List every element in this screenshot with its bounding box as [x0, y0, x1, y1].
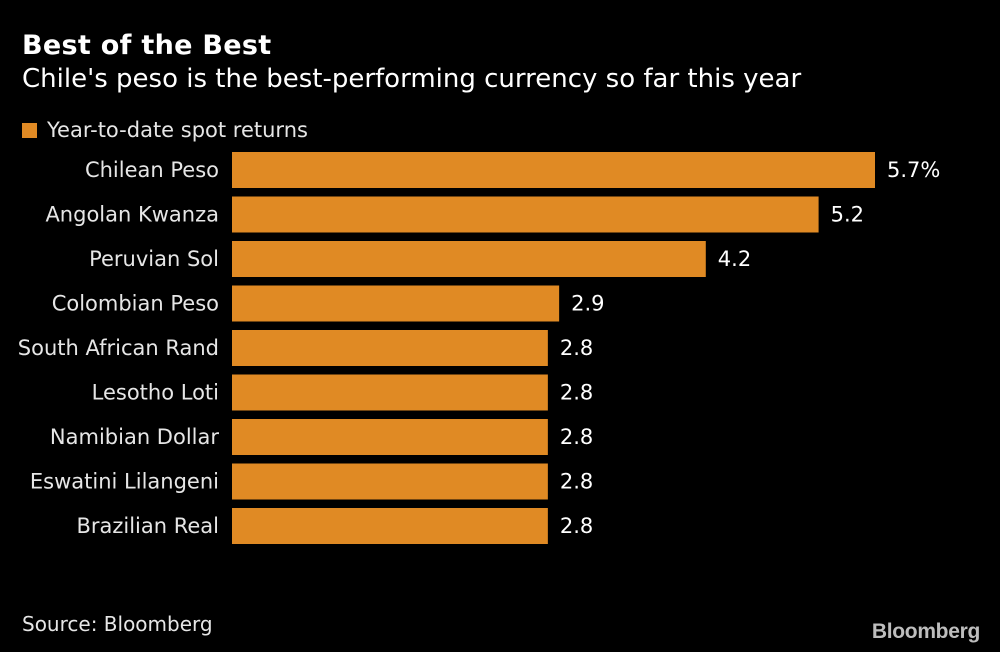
category-label: Lesotho Loti — [92, 381, 219, 405]
bar — [232, 374, 548, 411]
legend: Year-to-date spot returns — [22, 117, 308, 143]
category-label: Namibian Dollar — [50, 425, 219, 449]
category-label: Brazilian Real — [76, 514, 219, 538]
category-label: Peruvian Sol — [89, 247, 219, 271]
legend-label: Year-to-date spot returns — [47, 118, 308, 142]
chart-subtitle: Chile's peso is the best-performing curr… — [22, 64, 802, 94]
source-note: Source: Bloomberg — [22, 612, 213, 636]
value-label: 2.8 — [560, 470, 593, 494]
bar — [232, 330, 548, 366]
value-label: 2.9 — [571, 292, 604, 316]
category-label: South African Rand — [18, 336, 219, 360]
bar — [232, 463, 548, 500]
category-label: Angolan Kwanza — [45, 203, 219, 227]
value-label: 2.8 — [560, 336, 593, 360]
value-label: 5.7% — [887, 158, 940, 182]
legend-swatch — [22, 122, 37, 138]
chart-title: Best of the Best — [22, 30, 272, 61]
bar — [232, 508, 548, 544]
category-label: Chilean Peso — [85, 158, 219, 182]
value-label: 2.8 — [560, 381, 593, 405]
bar — [232, 196, 819, 233]
value-label: 2.8 — [560, 514, 593, 538]
value-label: 2.8 — [560, 425, 593, 449]
bar — [232, 152, 875, 188]
bar — [232, 285, 560, 322]
category-label: Colombian Peso — [52, 292, 219, 316]
bar — [232, 241, 706, 277]
category-label: Eswatini Lilangeni — [30, 470, 219, 494]
bloomberg-logo: Bloomberg — [871, 620, 980, 643]
bar — [232, 419, 548, 455]
value-label: 5.2 — [831, 203, 864, 227]
value-label: 4.2 — [718, 247, 751, 271]
